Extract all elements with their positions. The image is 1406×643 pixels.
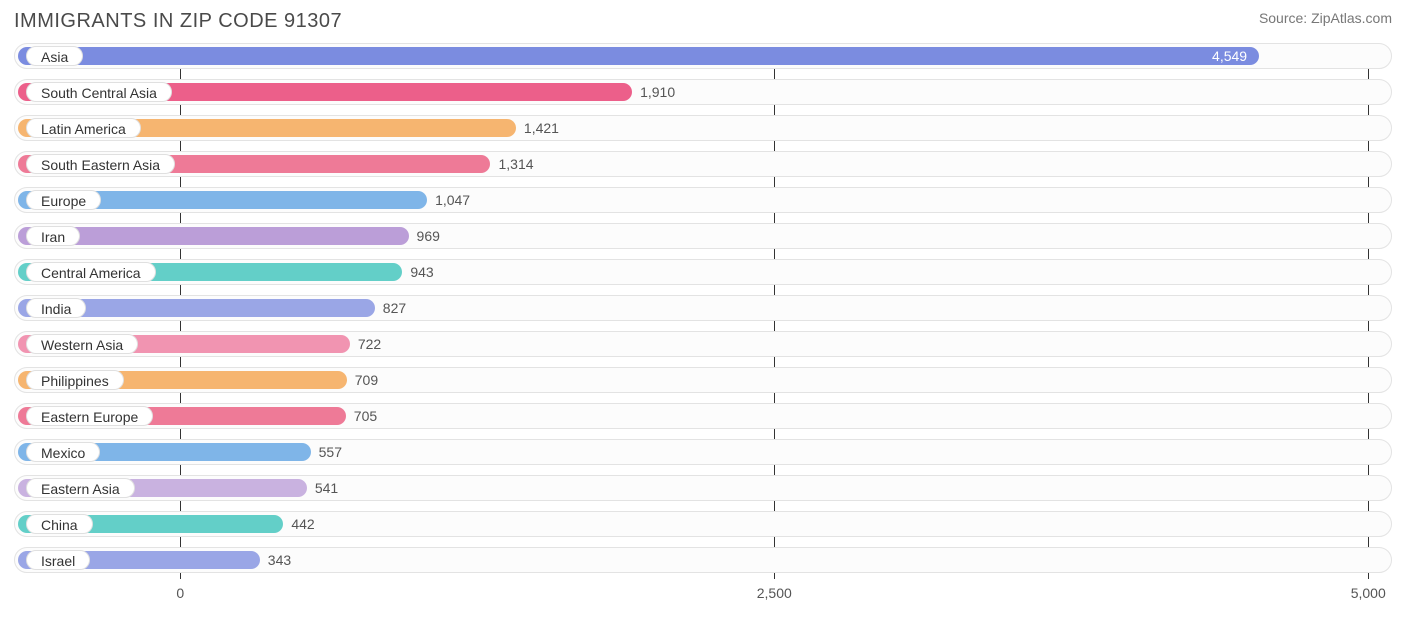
- bar-value: 557: [319, 443, 342, 461]
- bar-row: Europe 1,047: [14, 187, 1392, 217]
- bar-row: Mexico 557: [14, 439, 1392, 469]
- bar-label: Western Asia: [26, 334, 138, 354]
- bar-value: 442: [291, 515, 314, 533]
- bar-row: Central America 943: [14, 259, 1392, 289]
- bar-value: 705: [354, 407, 377, 425]
- chart-container: IMMIGRANTS IN ZIP CODE 91307 Source: Zip…: [0, 0, 1406, 609]
- bar-value: 943: [410, 263, 433, 281]
- bar-row: Latin America 1,421: [14, 115, 1392, 145]
- bar-label: Eastern Asia: [26, 478, 135, 498]
- bar-value: 541: [315, 479, 338, 497]
- bar-label: Asia: [26, 46, 83, 66]
- bar-row: South Central Asia 1,910: [14, 79, 1392, 109]
- bar-value: 1,421: [524, 119, 559, 137]
- bar-label: Mexico: [26, 442, 100, 462]
- bar-row: South Eastern Asia 1,314: [14, 151, 1392, 181]
- x-axis: 0 2,500 5,000: [14, 583, 1392, 605]
- axis-tick: 0: [176, 585, 184, 601]
- bar-row: China 442: [14, 511, 1392, 541]
- chart-source: Source: ZipAtlas.com: [1259, 10, 1392, 26]
- bar-label: India: [26, 298, 86, 318]
- plot-area: Asia 4,549 South Central Asia 1,910 Latin Am…: [14, 43, 1392, 605]
- bar-label: Europe: [26, 190, 101, 210]
- bar-label: South Central Asia: [26, 82, 172, 102]
- bar-label: Israel: [26, 550, 90, 570]
- bar-row: Philippines 709: [14, 367, 1392, 397]
- chart-header: IMMIGRANTS IN ZIP CODE 91307 Source: Zip…: [14, 10, 1392, 33]
- bar-row: Israel 343: [14, 547, 1392, 577]
- bar-label: Philippines: [26, 370, 124, 390]
- axis-tick: 5,000: [1351, 585, 1386, 601]
- bar-value: 1,314: [498, 155, 533, 173]
- bar-value: 343: [268, 551, 291, 569]
- bar-row: India 827: [14, 295, 1392, 325]
- bar-value: 1,047: [435, 191, 470, 209]
- bar-label: China: [26, 514, 93, 534]
- bar-row: Western Asia 722: [14, 331, 1392, 361]
- bar-label: Eastern Europe: [26, 406, 153, 426]
- bar-row: Eastern Europe 705: [14, 403, 1392, 433]
- bar-value: 709: [355, 371, 378, 389]
- bar-value: 722: [358, 335, 381, 353]
- bar-value: 1,910: [640, 83, 675, 101]
- bar-value: 827: [383, 299, 406, 317]
- bars-group: Asia 4,549 South Central Asia 1,910 Latin Am…: [14, 43, 1392, 577]
- bar-value: 969: [417, 227, 440, 245]
- bar-label: Latin America: [26, 118, 141, 138]
- chart-title: IMMIGRANTS IN ZIP CODE 91307: [14, 10, 342, 33]
- axis-tick: 2,500: [757, 585, 792, 601]
- bar-fill: [18, 47, 1259, 65]
- bar-value: 4,549: [1212, 47, 1247, 65]
- bar-row: Eastern Asia 541: [14, 475, 1392, 505]
- bar-label: South Eastern Asia: [26, 154, 175, 174]
- bar-row: Asia 4,549: [14, 43, 1392, 73]
- bar-row: Iran 969: [14, 223, 1392, 253]
- bar-label: Iran: [26, 226, 80, 246]
- bar-label: Central America: [26, 262, 156, 282]
